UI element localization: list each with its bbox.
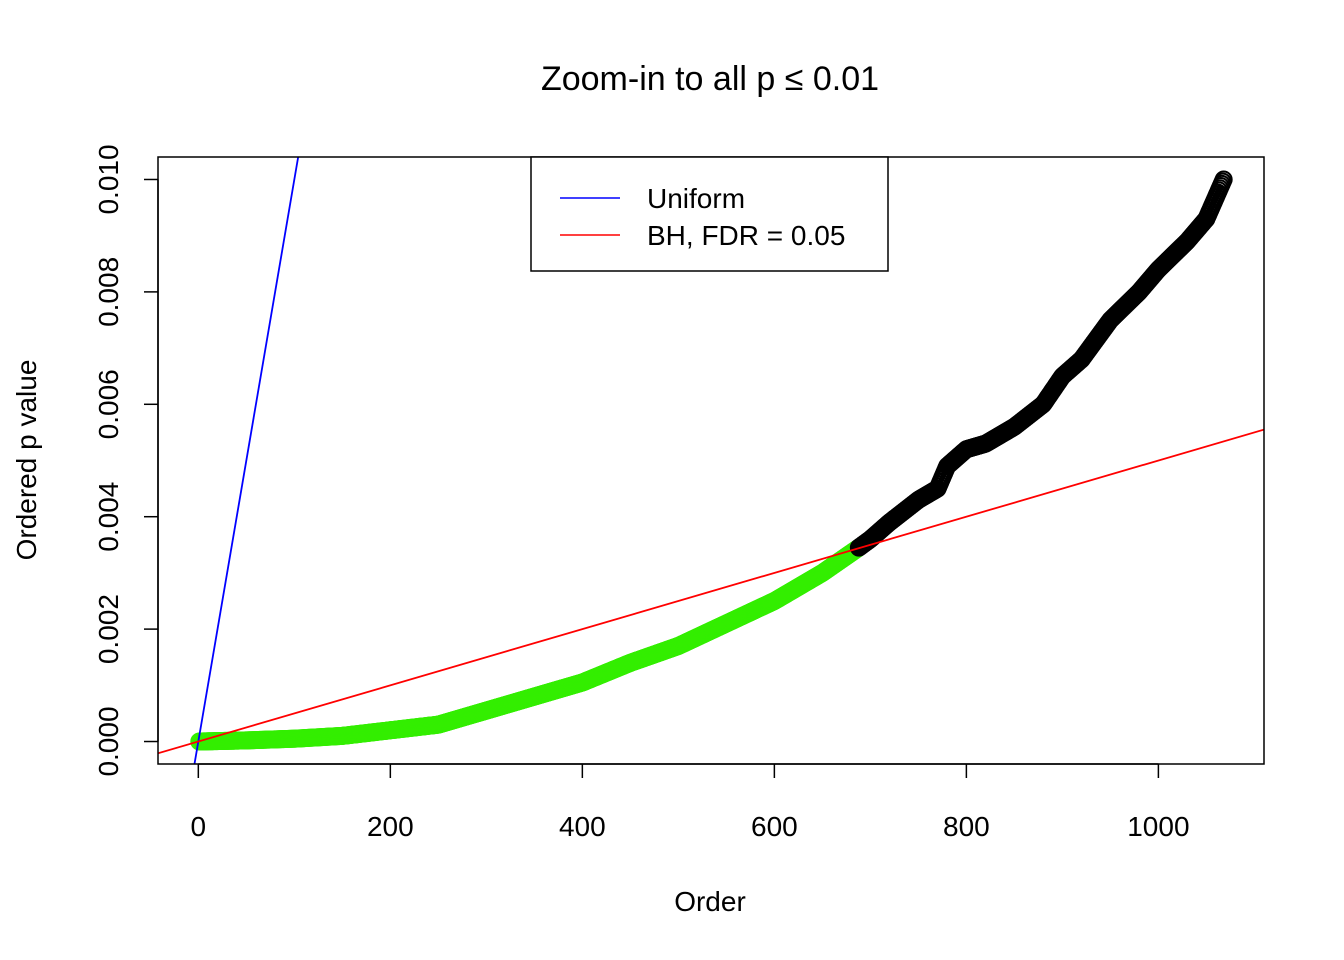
x-axis-label: Order	[674, 886, 746, 917]
x-tick-label: 600	[751, 811, 798, 842]
data-layer	[158, 157, 1264, 764]
x-tick-label: 1000	[1127, 811, 1189, 842]
x-tick-label: 200	[367, 811, 414, 842]
reference-line-bh-fdr-0-05	[158, 428, 1264, 755]
y-tick-label: 0.008	[93, 257, 124, 327]
data-point	[1214, 170, 1233, 189]
x-tick-label: 400	[559, 811, 606, 842]
x-axis: 0 200 400 600 800 1000	[191, 763, 1190, 842]
x-tick-label: 0	[191, 811, 207, 842]
legend-label-uniform: Uniform	[647, 183, 745, 214]
x-tick-label: 800	[943, 811, 990, 842]
chart-title: Zoom-in to all p ≤ 0.01	[541, 60, 879, 98]
y-tick-label: 0.002	[93, 594, 124, 664]
reference-line-uniform	[193, 157, 300, 764]
series-1-points	[849, 170, 1233, 557]
y-tick-label: 0.010	[93, 144, 124, 214]
y-tick-label: 0.004	[93, 482, 124, 552]
legend-label-bh: BH, FDR = 0.05	[647, 220, 845, 251]
series-0-points	[190, 538, 868, 751]
y-axis-label: Ordered p value	[11, 360, 42, 561]
legend: Uniform BH, FDR = 0.05	[530, 156, 889, 272]
y-tick-label: 0.000	[93, 706, 124, 776]
y-axis: 0.000 0.002 0.004 0.006 0.008 0.010	[93, 144, 159, 777]
y-tick-label: 0.006	[93, 369, 124, 439]
legend-box	[530, 156, 889, 272]
